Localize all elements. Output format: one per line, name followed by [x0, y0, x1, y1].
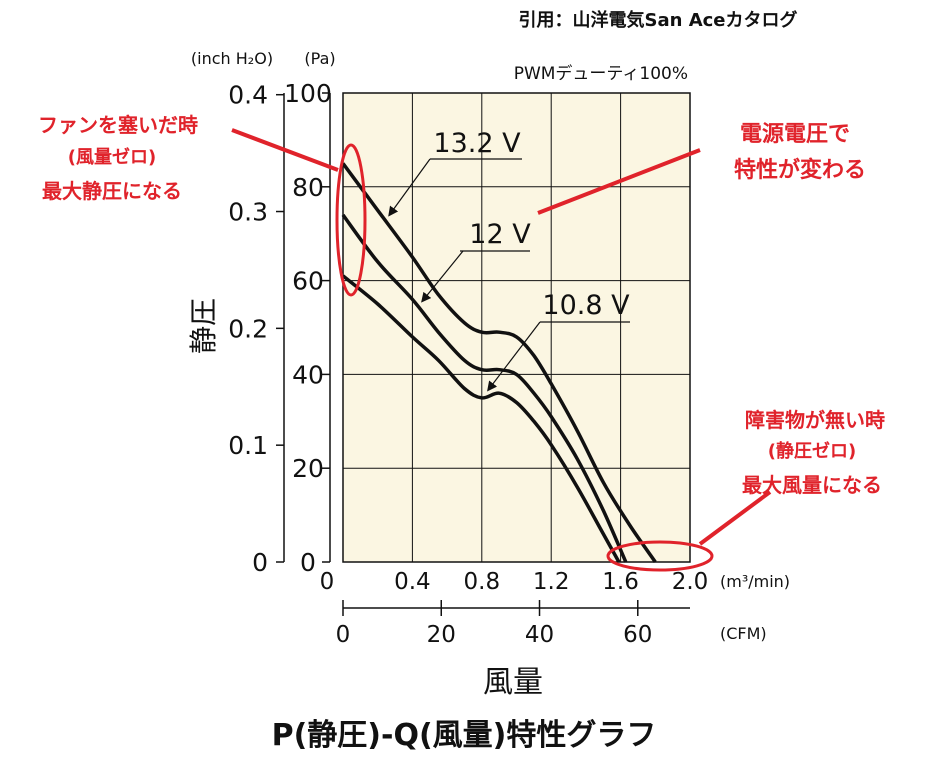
- x-tick-label-4: 1.6: [602, 569, 639, 595]
- y2-tick-label-2: 0.2: [228, 314, 268, 343]
- series-labels: 13.2 V 12 V 10.8 V: [388, 128, 630, 392]
- series-label-leader-0: [388, 158, 431, 217]
- x-ticks: 0 0.4 0.8 1.2 1.6 2.0: [320, 569, 709, 595]
- x-tick-label-0: 0: [320, 569, 335, 595]
- x2-tick-label-0: 0: [336, 622, 351, 648]
- series-line-1: [341, 213, 628, 563]
- x-tick-label-5: 2.0: [672, 569, 709, 595]
- plot-area: [343, 93, 690, 562]
- plot-border: [342, 92, 691, 563]
- x-axis-label: 風量: [483, 665, 543, 700]
- series-label-1: 12 V: [469, 219, 531, 250]
- y-ticks: 0 20 40 60 80 100: [284, 79, 332, 577]
- x-unit: (m³/min): [720, 572, 790, 591]
- series-label-0: 13.2 V: [433, 128, 521, 159]
- x2-tick-label-1: 20: [427, 622, 456, 648]
- chart-title: P(静圧)-Q(風量)特性グラフ: [272, 718, 657, 753]
- zero-flow-note-2: (風量ゼロ): [68, 146, 156, 168]
- voltage-note-1: 電源電圧で: [740, 122, 850, 147]
- x-tick-label-1: 0.4: [394, 569, 431, 595]
- zero-flow-pointer: [231, 128, 339, 172]
- series-lines: [341, 162, 657, 563]
- y2-tick-label-4: 0.4: [228, 81, 268, 110]
- zero-flow-note-3: 最大静圧になる: [42, 179, 182, 203]
- zero-pressure-note-1: 障害物が無い時: [745, 408, 885, 432]
- citation: 引用：山洋電気San Aceカタログ: [519, 9, 798, 31]
- zero-pressure-pointer: [698, 490, 772, 546]
- series-line-2: [341, 274, 621, 563]
- voltage-pointer: [537, 148, 701, 215]
- y-tick-label-0: 0: [300, 548, 316, 577]
- x2-tick-label-2: 40: [525, 622, 554, 648]
- zero-pressure-note-2: (静圧ゼロ): [768, 440, 856, 462]
- y2-tick-label-1: 0.1: [228, 431, 268, 460]
- condition-label: PWMデューティ100%: [514, 63, 688, 84]
- y2-tick-label-0: 0: [252, 548, 268, 577]
- y-tick-label-1: 20: [292, 454, 324, 483]
- y2-ticks: 0 0.1 0.2 0.3 0.4: [228, 81, 284, 577]
- y2-tick-label-3: 0.3: [228, 198, 268, 227]
- y-tick-label-5: 100: [284, 79, 332, 108]
- x-tick-label-3: 1.2: [533, 569, 570, 595]
- series-line-0: [341, 162, 657, 563]
- voltage-note-2: 特性が変わる: [734, 157, 866, 183]
- x2-ticks: 0 20 40 60: [336, 600, 652, 648]
- y-tick-label-4: 80: [292, 173, 324, 202]
- x2-tick-label-3: 60: [623, 622, 652, 648]
- y-tick-label-2: 40: [292, 360, 324, 389]
- zero-flow-highlight: [335, 143, 367, 297]
- y2-unit: (inch H₂O): [191, 49, 273, 68]
- y-unit: (Pa): [304, 49, 335, 68]
- series-label-leader-2: [487, 321, 541, 392]
- zero-flow-note-1: ファンを塞いだ時: [38, 113, 198, 137]
- zero-pressure-highlight: [606, 540, 714, 572]
- y-axis-label: 静圧: [187, 298, 220, 354]
- series-label-leader-1: [421, 250, 464, 303]
- zero-pressure-note-3: 最大風量になる: [742, 473, 882, 497]
- series-label-2: 10.8 V: [542, 290, 630, 321]
- x2-unit: (CFM): [720, 624, 767, 643]
- y-tick-label-3: 60: [292, 267, 324, 296]
- x-tick-label-2: 0.8: [464, 569, 501, 595]
